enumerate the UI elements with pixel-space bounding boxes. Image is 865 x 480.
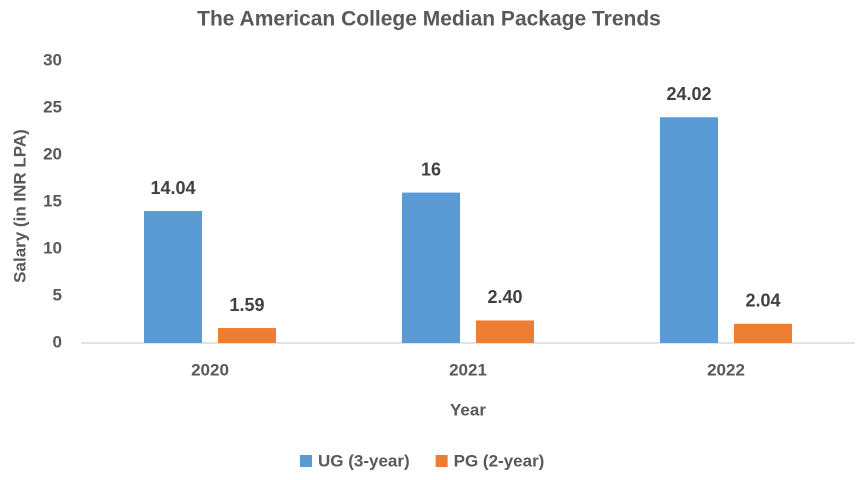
bar: [144, 211, 202, 343]
bar: [660, 117, 718, 343]
x-tick-label: 2020: [191, 360, 229, 379]
value-label: 2.04: [745, 291, 780, 311]
y-axis-title: Salary (in INR LPA): [10, 129, 29, 283]
value-label: 24.02: [666, 84, 711, 104]
y-tick-label: 30: [43, 50, 62, 69]
y-tick-label: 25: [43, 97, 62, 116]
x-tick-label: 2021: [449, 360, 487, 379]
y-tick-label: 5: [53, 285, 62, 304]
y-tick-label: 10: [43, 238, 62, 257]
y-tick-label: 15: [43, 191, 62, 210]
value-label: 1.59: [229, 295, 264, 315]
chart-title: The American College Median Package Tren…: [197, 8, 661, 31]
y-tick-label: 0: [53, 332, 62, 351]
legend-swatch: [435, 455, 448, 467]
bar: [218, 328, 276, 343]
legend-swatch: [300, 455, 312, 467]
bar: [734, 323, 792, 343]
legend-label: UG (3-year): [318, 451, 410, 470]
legend-label: PG (2-year): [454, 451, 545, 470]
bar: [476, 320, 534, 343]
value-label: 16: [421, 159, 441, 179]
x-tick-label: 2022: [707, 360, 745, 379]
y-tick-label: 20: [43, 144, 62, 163]
value-label: 2.40: [487, 287, 522, 307]
bar: [402, 192, 460, 343]
x-axis-title: Year: [450, 400, 486, 419]
value-label: 14.04: [150, 178, 195, 198]
